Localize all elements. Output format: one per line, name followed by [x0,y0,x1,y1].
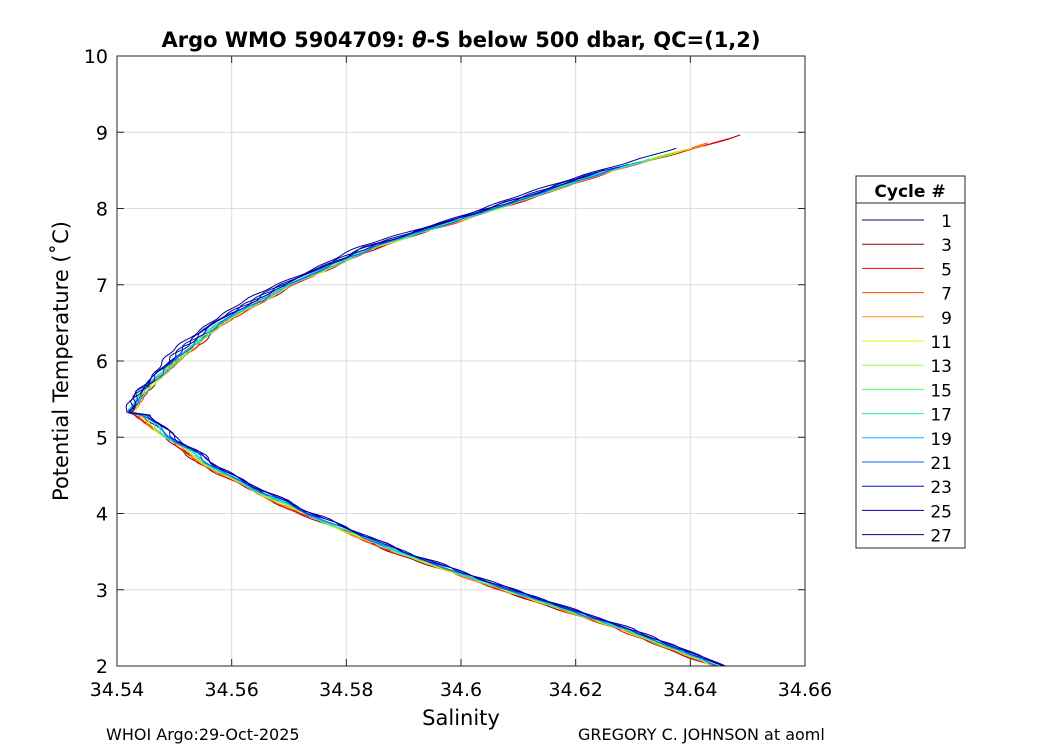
legend-label-cycle-15: 15 [930,381,952,401]
legend-label-cycle-7: 7 [941,285,952,305]
x-tick-label: 34.6 [440,679,482,701]
y-tick-label: 2 [96,656,108,678]
y-tick-label: 4 [96,504,108,526]
y-tick-label: 6 [96,351,108,373]
x-tick-label: 34.58 [319,679,373,701]
legend-label-cycle-27: 27 [930,527,952,547]
legend-label-cycle-13: 13 [930,357,952,377]
y-axis-label: Potential Temperature (˚C) [49,221,73,501]
legend-label-cycle-23: 23 [930,478,952,498]
legend-title: Cycle # [874,182,945,202]
legend-label-cycle-25: 25 [930,502,952,522]
legend-label-cycle-3: 3 [941,236,952,256]
legend-label-cycle-1: 1 [941,212,952,232]
series-lines [125,134,741,667]
x-tick-label: 34.56 [204,679,258,701]
y-tick-label: 5 [96,427,108,449]
x-tick-label: 34.62 [548,679,602,701]
legend-label-cycle-17: 17 [930,406,952,426]
chart-title: Argo WMO 5904709: θ-S below 500 dbar, QC… [161,28,760,52]
legend-label-cycle-11: 11 [930,333,952,353]
y-tick-label: 9 [96,122,108,144]
y-tick-label: 7 [96,275,108,297]
legend-label-cycle-5: 5 [941,260,952,280]
legend-label-cycle-21: 21 [930,454,952,474]
footer-right-credit: GREGORY C. JOHNSON at aoml [578,725,825,744]
x-tick-label: 34.64 [663,679,717,701]
x-axis-label: Salinity [422,706,500,730]
footer-left-credit: WHOI Argo:29-Oct-2025 [106,725,300,744]
x-tick-label: 34.66 [778,679,832,701]
y-tick-label: 8 [96,199,108,221]
y-tick-label: 10 [84,46,108,68]
legend-label-cycle-19: 19 [930,430,952,450]
legend-label-cycle-9: 9 [941,309,952,329]
x-tick-label: 34.54 [90,679,144,701]
series-line-cycle-27 [130,174,725,667]
axis-ticks: 34.54 34.56 34.58 34.6 34.62 34.64 34.66 2 3 4 5 6 7… [84,46,832,701]
y-tick-label: 3 [96,580,108,602]
grid [117,56,805,666]
